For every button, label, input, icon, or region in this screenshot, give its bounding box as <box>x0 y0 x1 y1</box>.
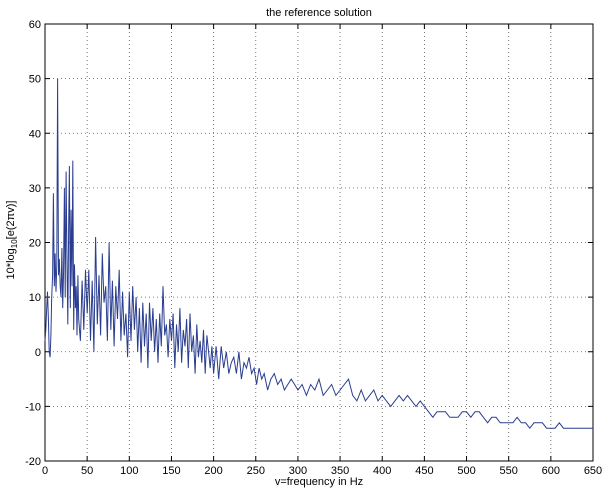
x-tick-label: 300 <box>289 465 307 477</box>
x-tick-label: 350 <box>331 465 349 477</box>
x-tick-label: 600 <box>542 465 560 477</box>
y-tick-label: -10 <box>25 401 41 413</box>
y-tick-label: 60 <box>29 19 41 31</box>
y-tick-label: -20 <box>25 456 41 468</box>
y-tick-label: 0 <box>35 347 41 359</box>
chart-title: the reference solution <box>266 7 372 19</box>
x-tick-label: 100 <box>120 465 138 477</box>
series-line <box>44 78 593 430</box>
y-tick-label: 40 <box>29 128 41 140</box>
grid-layer <box>45 24 593 461</box>
tick-layer: 0 50 100 150 200 250 300 350 400 450 500 550 600 650-… <box>25 19 602 477</box>
x-tick-label: 200 <box>204 465 222 477</box>
x-tick-label: 550 <box>500 465 518 477</box>
x-tick-label: 400 <box>373 465 391 477</box>
y-tick-label: 30 <box>29 183 41 195</box>
y-tick-label: 20 <box>29 238 41 250</box>
x-tick-label: 150 <box>162 465 180 477</box>
x-tick-label: 450 <box>415 465 433 477</box>
y-axis-label-tail: [e(2πv)] <box>5 201 17 240</box>
x-tick-label: 250 <box>247 465 265 477</box>
y-tick-label: 50 <box>29 74 41 86</box>
y-axis-label-main: 10*log <box>5 248 17 279</box>
x-axis-label: v=frequency in Hz <box>275 476 363 488</box>
x-tick-label: 650 <box>584 465 602 477</box>
x-tick-label: 500 <box>457 465 475 477</box>
x-tick-label: 50 <box>81 465 93 477</box>
y-axis-label-sub: 10 <box>10 239 19 248</box>
y-axis-label: 10*log10[e(2πv)] <box>5 201 19 280</box>
y-tick-label: 10 <box>29 292 41 304</box>
x-tick-label: 0 <box>42 465 48 477</box>
